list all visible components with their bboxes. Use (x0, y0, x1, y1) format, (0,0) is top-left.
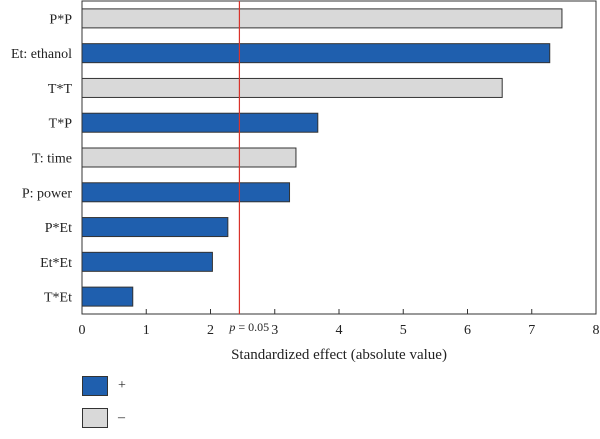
x-axis-ticks: 0 1 2 3 4 5 6 7 8 (79, 309, 600, 338)
p-value-label-rest: = 0.05 (235, 320, 269, 334)
x-tick-label: 2 (207, 323, 214, 338)
legend: + – (82, 375, 126, 439)
x-tick-label: 7 (528, 323, 535, 338)
legend-label-positive: + (118, 378, 126, 393)
bar (81, 217, 229, 238)
legend-item-positive: + (82, 375, 126, 397)
category-labels: P*P Et: ethanol T*T T*P T: time P: power P*Et E… (11, 12, 72, 305)
category-label: Et: ethanol (11, 47, 72, 62)
category-label: T*P (49, 117, 73, 132)
category-label: T*Et (44, 291, 72, 306)
legend-item-negative: – (82, 407, 126, 429)
bar (81, 147, 297, 168)
legend-swatch-negative (82, 408, 108, 428)
x-tick-label: 4 (336, 323, 343, 338)
x-tick-label: 3 (271, 323, 278, 338)
legend-label-negative: – (118, 410, 125, 425)
x-tick-label: 0 (79, 323, 86, 338)
category-label: P: power (22, 186, 73, 201)
category-label: T*T (48, 82, 73, 97)
x-tick-label: 1 (143, 323, 150, 338)
x-tick-label: 8 (593, 323, 600, 338)
bar (81, 182, 291, 203)
pareto-chart: P*P Et: ethanol T*T T*P T: time P: power P*Et E… (11, 0, 600, 363)
bars-layer (81, 8, 563, 307)
bar (81, 8, 563, 29)
p-value-label-italic: p (228, 320, 235, 334)
x-axis-title: Standardized effect (absolute value) (231, 347, 447, 363)
category-label: T: time (32, 152, 72, 167)
bar (81, 286, 134, 307)
bar (81, 251, 213, 272)
category-label: Et*Et (40, 256, 72, 271)
x-tick-label: 5 (400, 323, 407, 338)
p-value-label: p = 0.05 (228, 320, 269, 334)
bar (81, 43, 551, 64)
legend-swatch-positive (82, 376, 108, 396)
bar (81, 112, 319, 133)
category-label: P*Et (45, 221, 72, 236)
category-label: P*P (49, 12, 72, 27)
x-tick-label: 6 (464, 323, 471, 338)
bar (81, 77, 503, 98)
